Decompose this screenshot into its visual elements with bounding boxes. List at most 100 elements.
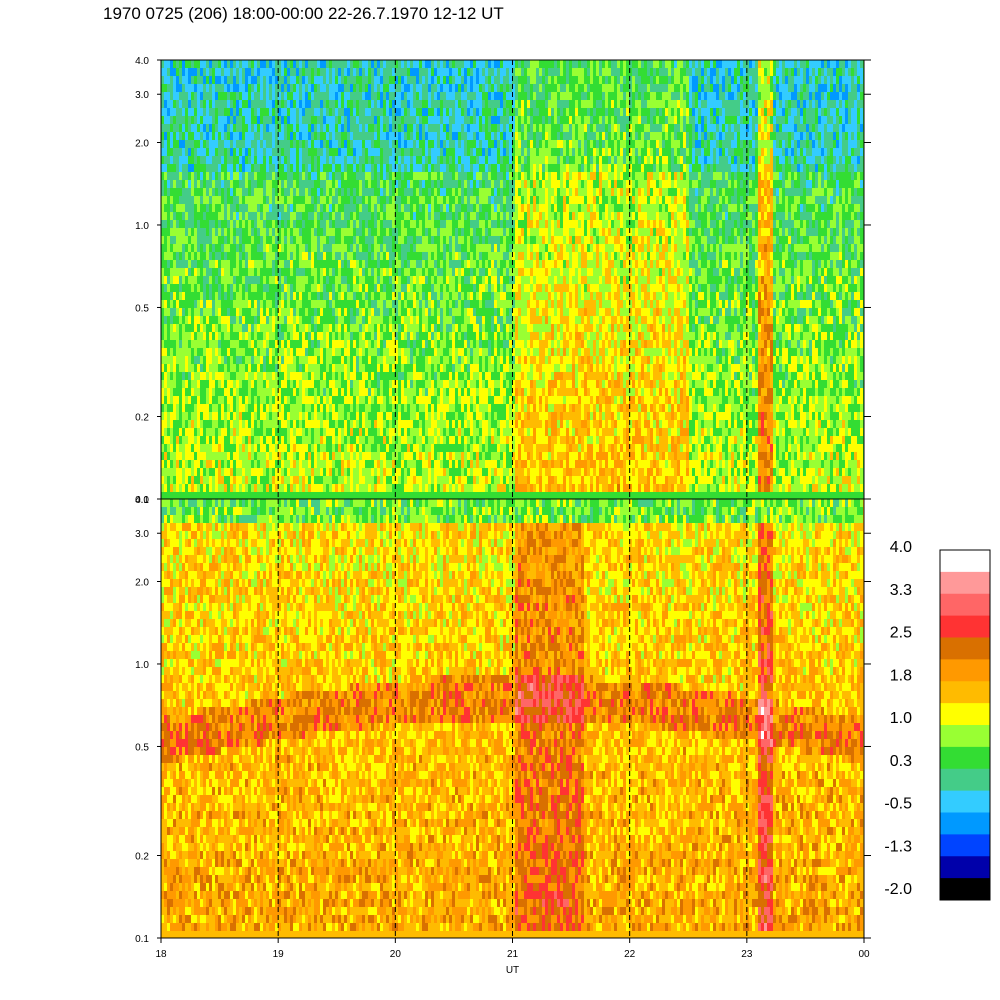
- heat-cell: [173, 364, 176, 372]
- heat-cell: [353, 388, 356, 396]
- heat-cell: [194, 404, 197, 412]
- heat-cell: [386, 228, 389, 236]
- heat-cell: [347, 284, 350, 292]
- heat-cell: [305, 172, 308, 180]
- heat-cell: [164, 60, 167, 68]
- heat-cell: [368, 164, 371, 172]
- heat-cell: [275, 156, 278, 164]
- heat-cell: [302, 284, 305, 292]
- heat-cell: [200, 92, 203, 100]
- heat-cell: [272, 260, 275, 268]
- heat-cell: [335, 204, 338, 212]
- heat-cell: [377, 404, 380, 412]
- heat-cell: [377, 412, 380, 420]
- heat-cell: [326, 60, 329, 68]
- heat-cell: [341, 116, 344, 124]
- heat-cell: [206, 148, 209, 156]
- heat-cell: [173, 156, 176, 164]
- heat-cell: [287, 428, 290, 436]
- heat-cell: [320, 228, 323, 236]
- heat-cell: [236, 196, 239, 204]
- heat-cell: [335, 332, 338, 340]
- heat-cell: [170, 444, 173, 452]
- heat-cell: [173, 188, 176, 196]
- heat-cell: [182, 156, 185, 164]
- heat-cell: [284, 84, 287, 92]
- heat-cell: [248, 396, 251, 404]
- heat-cell: [383, 460, 386, 468]
- heat-cell: [419, 116, 422, 124]
- heat-cell: [287, 236, 290, 244]
- heat-cell: [242, 60, 245, 68]
- heat-cell: [389, 92, 392, 100]
- heat-cell: [227, 220, 230, 228]
- heat-cell: [257, 292, 260, 300]
- heat-cell: [218, 124, 221, 132]
- heat-cell: [290, 228, 293, 236]
- heat-cell: [167, 388, 170, 396]
- heat-cell: [293, 276, 296, 284]
- heat-cell: [320, 252, 323, 260]
- heat-cell: [284, 300, 287, 308]
- heat-cell: [215, 324, 218, 332]
- heat-cell: [233, 476, 236, 484]
- heat-cell: [200, 420, 203, 428]
- heat-cell: [359, 300, 362, 308]
- heat-cell: [239, 60, 242, 68]
- heat-cell: [383, 484, 386, 492]
- heat-cell: [188, 188, 191, 196]
- heat-cell: [341, 124, 344, 132]
- heat-cell: [188, 284, 191, 292]
- heat-cell: [335, 228, 338, 236]
- heat-cell: [311, 292, 314, 300]
- heat-cell: [392, 180, 395, 188]
- heat-cell: [236, 284, 239, 292]
- heat-cell: [341, 332, 344, 340]
- heat-cell: [194, 124, 197, 132]
- heat-cell: [380, 324, 383, 332]
- heat-cell: [332, 252, 335, 260]
- heat-cell: [191, 372, 194, 380]
- heat-cell: [362, 468, 365, 476]
- heat-cell: [362, 324, 365, 332]
- heat-cell: [209, 76, 212, 84]
- heat-cell: [332, 484, 335, 492]
- heat-cell: [350, 388, 353, 396]
- heat-cell: [380, 220, 383, 228]
- heat-cell: [413, 132, 416, 140]
- heat-cell: [248, 364, 251, 372]
- heat-cell: [398, 84, 401, 92]
- heat-cell: [311, 220, 314, 228]
- heat-cell: [284, 212, 287, 220]
- heat-cell: [338, 364, 341, 372]
- heat-cell: [176, 116, 179, 124]
- heat-cell: [242, 404, 245, 412]
- heat-cell: [233, 420, 236, 428]
- heat-cell: [212, 436, 215, 444]
- heat-cell: [191, 460, 194, 468]
- heat-cell: [233, 364, 236, 372]
- heat-cell: [338, 148, 341, 156]
- heat-cell: [413, 276, 416, 284]
- heat-cell: [398, 268, 401, 276]
- heat-cell: [437, 140, 440, 148]
- heat-cell: [167, 220, 170, 228]
- heat-cell: [242, 188, 245, 196]
- heat-cell: [200, 340, 203, 348]
- heat-cell: [407, 444, 410, 452]
- heat-cell: [413, 92, 416, 100]
- heat-cell: [383, 260, 386, 268]
- heat-cell: [344, 76, 347, 84]
- heat-cell: [413, 292, 416, 300]
- heat-cell: [191, 172, 194, 180]
- heat-cell: [326, 236, 329, 244]
- heat-cell: [329, 268, 332, 276]
- heat-cell: [203, 140, 206, 148]
- heat-cell: [203, 444, 206, 452]
- heat-cell: [245, 396, 248, 404]
- heat-cell: [185, 324, 188, 332]
- heat-cell: [248, 372, 251, 380]
- heat-cell: [236, 356, 239, 364]
- heat-cell: [197, 124, 200, 132]
- heat-cell: [182, 140, 185, 148]
